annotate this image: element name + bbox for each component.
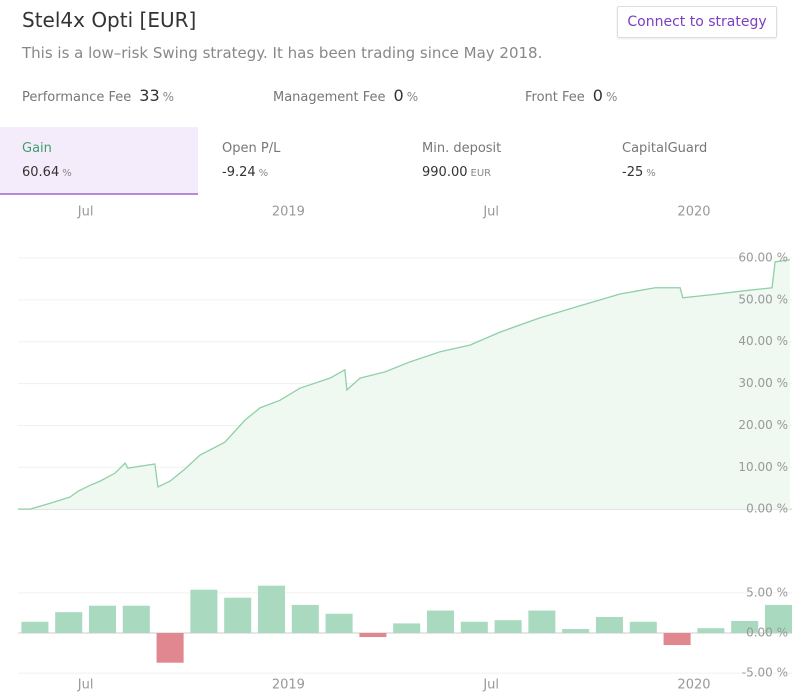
bar (562, 629, 590, 634)
fee-label: Performance Fee (22, 90, 132, 105)
bar (156, 633, 184, 663)
stat-label: Open P/L (222, 141, 281, 156)
y-tick-label: -5.00 % (742, 666, 788, 680)
bar (663, 633, 691, 646)
stat-unit: % (62, 168, 72, 179)
bar (325, 613, 353, 634)
bar (426, 610, 455, 634)
fee: Front Fee 0% (525, 86, 617, 105)
fee-unit: % (162, 90, 175, 104)
bar (764, 604, 792, 634)
fee-value: 0 (592, 86, 603, 105)
y-tick-label: 40.00 % (738, 334, 788, 348)
stat-label: CapitalGuard (622, 141, 708, 156)
bar (393, 623, 421, 634)
bar (291, 604, 319, 634)
y-tick-label: 60.00 % (738, 251, 788, 265)
stat-tab[interactable]: Gain 60.64% (0, 127, 198, 195)
connect-button[interactable]: Connect to strategy (617, 6, 777, 38)
bar (21, 621, 49, 634)
x-tick-label: Jul (77, 678, 94, 693)
stat-unit: % (646, 168, 656, 179)
y-tick-label: 0.00 % (746, 626, 788, 640)
bar (595, 616, 624, 634)
stat-unit: EUR (470, 168, 492, 179)
y-tick-label: 50.00 % (738, 292, 788, 306)
bar (88, 605, 117, 634)
stat-unit: % (258, 168, 269, 179)
stat-number: -9.24 (222, 165, 256, 180)
fee-unit: % (406, 90, 419, 104)
y-tick-label: 5.00 % (746, 585, 788, 599)
stat-number: 60.64 (22, 165, 60, 180)
y-tick-label: 0.00 % (746, 502, 788, 516)
strategy-title: Stel4x Opti [EUR] (22, 8, 197, 32)
fee-label: Front Fee (525, 90, 585, 105)
bar (697, 628, 725, 634)
fee-unit: % (605, 90, 618, 104)
bar (494, 620, 522, 634)
fee-value: 33 (139, 86, 160, 105)
stat-tab[interactable]: Min. deposit 990.00 EUR (400, 127, 598, 194)
bar (224, 597, 252, 634)
stat-value: -25% (622, 165, 656, 180)
bar (460, 621, 488, 634)
stat-tab[interactable]: CapitalGuard -25% (600, 127, 798, 194)
bar (731, 620, 759, 634)
stat-value: 990.00 EUR (422, 165, 491, 180)
y-tick-label: 10.00 % (738, 460, 788, 474)
gain-line (18, 259, 791, 510)
stat-label: Min. deposit (422, 141, 502, 156)
x-tick-label: 2019 (272, 205, 305, 220)
stat-number: -25 (622, 165, 644, 180)
stat-value: 60.64% (22, 165, 72, 180)
x-tick-label: Jul (482, 678, 499, 693)
bar (359, 633, 387, 638)
y-tick-label: 20.00 % (738, 418, 788, 432)
fee-value: 0 (393, 86, 404, 105)
stat-label: Gain (22, 141, 52, 156)
x-tick-label: 2020 (677, 205, 710, 220)
fee: Performance Fee 33% (22, 86, 174, 105)
subtitle: This is a low–risk Swing strategy. It ha… (22, 44, 543, 62)
stat-number: 990.00 (422, 165, 468, 180)
x-tick-label: 2020 (677, 678, 710, 693)
bar (528, 610, 556, 634)
y-tick-label: 30.00 % (738, 376, 788, 390)
bar (629, 621, 657, 634)
x-tick-label: Jul (482, 205, 499, 220)
fee: Management Fee 0% (273, 86, 418, 105)
fee-label: Management Fee (273, 90, 386, 105)
bar (190, 589, 218, 634)
area (18, 259, 790, 510)
stat-tab[interactable]: Open P/L -9.24% (200, 127, 398, 194)
x-tick-label: 2019 (272, 678, 305, 693)
stat-value: -9.24% (222, 165, 268, 180)
bar (122, 605, 150, 634)
bar (55, 612, 83, 634)
x-tick-label: Jul (77, 205, 94, 220)
bar (257, 585, 286, 634)
